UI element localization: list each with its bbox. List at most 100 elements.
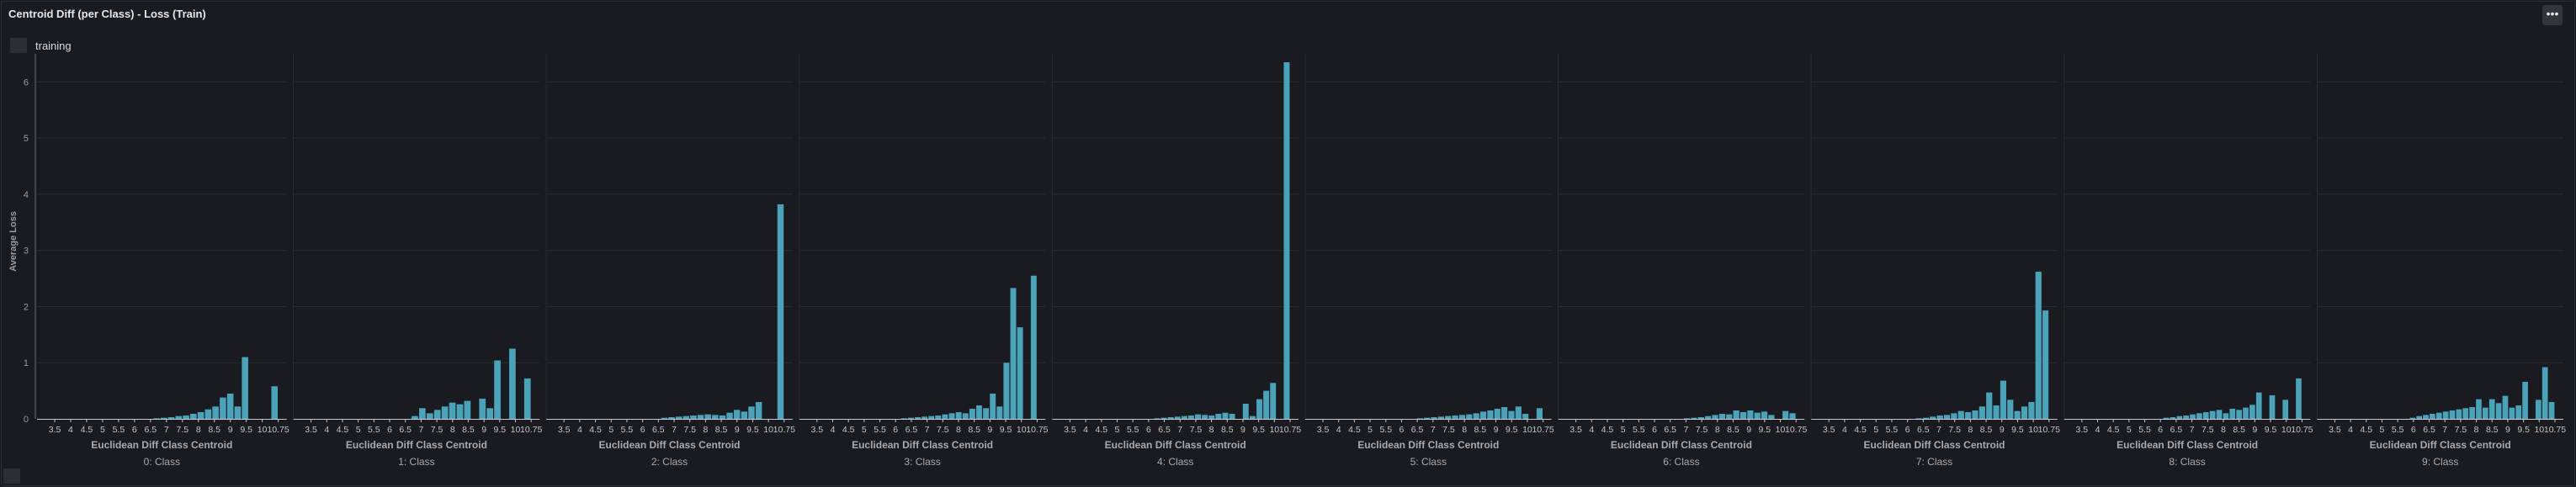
x-axis-label: Euclidean Diff Class Centroid xyxy=(1863,439,2005,451)
bar xyxy=(183,415,189,419)
bar xyxy=(2202,411,2209,419)
bar xyxy=(962,413,969,419)
x-tick-label: 4.5 xyxy=(1095,425,1107,435)
x-tick-label: 3.5 xyxy=(49,425,61,435)
bar xyxy=(1270,383,1277,419)
x-tick-label: 6.5 xyxy=(652,425,665,435)
x-tick-label: 5.5 xyxy=(1633,425,1645,435)
x-tick-label: 6.5 xyxy=(1158,425,1171,435)
bar xyxy=(2163,417,2170,419)
x-tick-label: 4.5 xyxy=(1348,425,1361,435)
legend-item-training[interactable]: training xyxy=(10,38,72,53)
bar xyxy=(704,414,711,419)
x-tick-label: 6 xyxy=(132,425,137,435)
bar xyxy=(242,357,248,419)
bar xyxy=(922,416,928,419)
x-axis-label: Euclidean Diff Class Centroid xyxy=(2370,439,2511,451)
legend-label: training xyxy=(35,39,72,52)
x-tick-label: 6.5 xyxy=(1664,425,1676,435)
bar xyxy=(668,417,675,419)
x-tick-label: 7.5 xyxy=(1948,425,1961,435)
bar xyxy=(690,415,697,419)
bar xyxy=(661,417,668,419)
bar xyxy=(1010,288,1017,419)
y-tick-label: 1 xyxy=(24,358,29,368)
bar xyxy=(2541,367,2548,419)
bar xyxy=(2282,400,2289,419)
bar xyxy=(1202,415,1208,419)
x-tick-label: 5.5 xyxy=(621,425,634,435)
x-tick-label: 5.5 xyxy=(1886,425,1899,435)
x-tick-label: 8 xyxy=(1462,425,1467,435)
x-tick-label: 10.75 xyxy=(1026,425,1048,435)
x-tick-label: 5.5 xyxy=(113,425,125,435)
bar xyxy=(1754,412,1761,419)
bar xyxy=(907,417,914,419)
x-axis-label: Euclidean Diff Class Centroid xyxy=(91,439,232,451)
bar xyxy=(900,418,907,419)
bar xyxy=(2170,417,2176,419)
bar xyxy=(983,408,990,419)
x-axis-label: Euclidean Diff Class Centroid xyxy=(1357,439,1499,451)
x-tick-label: 10 xyxy=(763,425,773,435)
x-tick-label: 8 xyxy=(2474,425,2479,435)
bar xyxy=(2209,410,2216,419)
x-tick-label: 10.75 xyxy=(773,425,795,435)
x-tick-label: 4.5 xyxy=(2360,425,2372,435)
bar xyxy=(1718,413,1725,419)
bar xyxy=(456,404,464,419)
bar xyxy=(1726,414,1733,419)
bar xyxy=(2483,407,2488,419)
bar xyxy=(2028,401,2035,419)
bar xyxy=(1747,410,1754,419)
x-tick-label: 10.75 xyxy=(1532,425,1554,435)
bar xyxy=(2548,401,2555,419)
x-tick-label: 4 xyxy=(324,425,329,435)
facet-label: 9: Class xyxy=(2422,456,2458,468)
x-tick-label: 5.5 xyxy=(1379,425,1392,435)
x-tick-label: 10.75 xyxy=(2544,425,2566,435)
panel-menu-button[interactable]: ••• xyxy=(2542,5,2563,25)
y-tick-label: 2 xyxy=(24,302,29,312)
bar xyxy=(1167,417,1174,419)
panel-resize-handle-icon[interactable] xyxy=(3,468,20,484)
bar xyxy=(2535,400,2541,419)
x-tick-label: 6.5 xyxy=(2423,425,2435,435)
bar xyxy=(928,416,935,419)
x-tick-label: 5 xyxy=(862,425,867,435)
x-tick-label: 8.5 xyxy=(1980,425,1993,435)
bar xyxy=(2522,381,2528,419)
x-tick-label: 5 xyxy=(1368,425,1373,435)
x-tick-label: 8.5 xyxy=(968,425,980,435)
bar xyxy=(1174,416,1181,419)
bar xyxy=(2488,399,2495,419)
bar xyxy=(2243,407,2249,419)
bar xyxy=(1030,275,1037,419)
bar xyxy=(479,398,486,419)
bar xyxy=(1501,406,1508,419)
bar xyxy=(1972,410,1978,419)
bar xyxy=(675,416,683,419)
bar xyxy=(271,386,278,419)
bar xyxy=(2014,410,2021,419)
x-tick-label: 9.5 xyxy=(1759,425,1771,435)
bar xyxy=(1957,410,1964,419)
x-tick-label: 9.5 xyxy=(746,425,759,435)
bar xyxy=(1705,416,1712,419)
x-tick-label: 7 xyxy=(1431,425,1436,435)
bar xyxy=(2502,395,2509,419)
x-tick-label: 7 xyxy=(2442,425,2447,435)
x-axis-label: Euclidean Diff Class Centroid xyxy=(2117,439,2258,451)
bar xyxy=(1697,417,1704,419)
y-tick-label: 4 xyxy=(24,190,29,200)
bar xyxy=(2409,417,2416,419)
x-tick-label: 9 xyxy=(1240,425,1246,435)
x-tick-label: 8 xyxy=(703,425,708,435)
bar xyxy=(1930,416,1936,419)
bar xyxy=(1936,415,1943,419)
x-tick-label: 8 xyxy=(2221,425,2226,435)
bar xyxy=(212,406,219,419)
x-axis-label: Euclidean Diff Class Centroid xyxy=(1105,439,1246,451)
bar xyxy=(1978,406,1985,419)
x-tick-label: 10 xyxy=(2281,425,2292,435)
